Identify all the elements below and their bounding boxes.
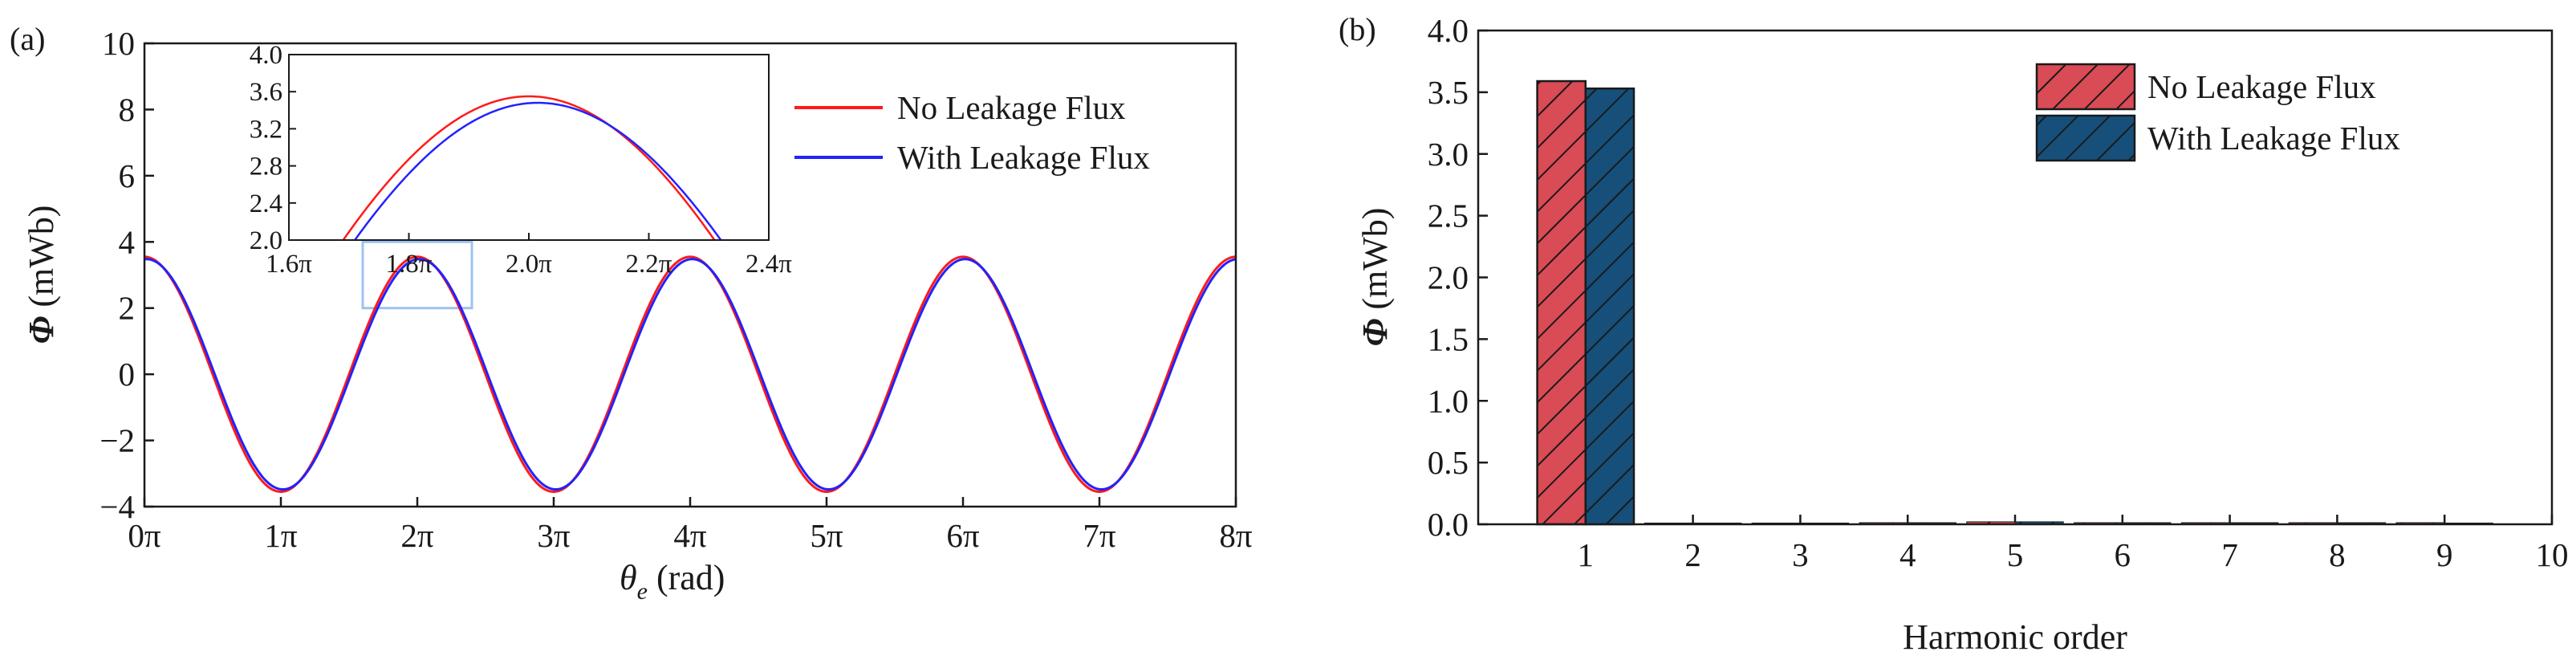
inset-series-with-leakage	[353, 101, 722, 240]
chart-b-ytick-label: 0.5	[1428, 444, 1469, 481]
inset-ytick-label: 2.0	[250, 226, 282, 255]
chart-a-xtick-label: 6π	[946, 517, 980, 554]
chart-b-ytick-label: 2.0	[1428, 259, 1469, 296]
bar-no-leakage-h1	[1536, 79, 1587, 526]
legend-a-with-leakage-label: With Leakage Flux	[897, 139, 1150, 176]
chart-a-zoom-region	[361, 240, 473, 310]
chart-b-xtick-label: 1	[1578, 536, 1595, 573]
chart-b-ylabel-unit: (mWb)	[1355, 208, 1395, 319]
inset-ytick-label: 4.0	[250, 41, 282, 70]
inset-ytick-label: 3.6	[250, 78, 282, 107]
chart-a-xtick-label: 4π	[673, 517, 707, 554]
chart-a-ytick-label: 2	[119, 290, 136, 327]
chart-a-ytick-label: −2	[100, 422, 135, 459]
inset-xtick-label: 1.8π	[386, 250, 433, 279]
chart-b: 1 2 3 4 5 6 7 8 9 10 0.0 0.5 1.0 1.5 2.0 2.5 3.0 3.5 4.0 H…	[1355, 12, 2569, 657]
chart-a-xtick-label: 2π	[400, 517, 434, 554]
inset-series	[342, 95, 722, 240]
chart-a-tick-labels: 0π 1π 2π 3π 4π 5π 6π 7π 8π −4 −2 0 2 4 6 8 10	[100, 25, 1253, 554]
chart-b-xtick-label: 4	[1899, 536, 1916, 573]
inset-frame	[288, 54, 770, 241]
chart-a-xlabel-subscript: e	[637, 578, 648, 605]
chart-a-ytick-label: 6	[119, 157, 136, 194]
chart-a-zoom-box	[361, 240, 473, 310]
chart-b-xtick-label: 10	[2536, 536, 2569, 573]
chart-b-xtick-label: 9	[2436, 536, 2453, 573]
chart-b-xtick-label: 7	[2221, 536, 2238, 573]
chart-b-ytick-label: 3.5	[1428, 74, 1469, 111]
series-a-with-leakage	[144, 258, 1236, 491]
legend-b-no-leakage-label: No Leakage Flux	[2147, 68, 2376, 105]
chart-a-ytick-label: −4	[100, 488, 135, 525]
inset-ytick-label: 2.4	[250, 189, 282, 218]
chart-b-xtick-label: 2	[1684, 536, 1701, 573]
panel-label-b: (b)	[1339, 11, 1376, 47]
chart-a-xtick-label: 1π	[264, 517, 298, 554]
legend-a-no-leakage-label: No Leakage Flux	[897, 89, 1126, 126]
chart-a-xtick-label: 3π	[537, 517, 571, 554]
legend-b-with-leakage-label: With Leakage Flux	[2147, 120, 2400, 157]
chart-a-ytick-label: 0	[119, 356, 136, 393]
inset-background	[289, 55, 769, 240]
chart-a-xlabel-unit: (rad)	[648, 558, 725, 597]
chart-a-legend: No Leakage Flux With Leakage Flux	[794, 89, 1150, 176]
chart-b-ytick-label: 1.0	[1428, 382, 1469, 419]
chart-b-xtick-label: 6	[2115, 536, 2131, 573]
inset-tick-labels: 1.6π 1.8π 2.0π 2.2π 2.4π 2.0 2.4 2.8 3.2 3.6 4.0	[250, 41, 793, 279]
chart-a-inset: 1.6π 1.8π 2.0π 2.2π 2.4π 2.0 2.4 2.8 3.2 3.6 4.0	[250, 41, 793, 279]
chart-a-series	[144, 255, 1236, 493]
chart-a-plot-frame	[143, 42, 1237, 508]
chart-b-legend: No Leakage Flux With Leakage Flux	[2035, 63, 2400, 162]
inset-ytick-label: 2.8	[250, 153, 282, 181]
panel-label-a: (a)	[10, 21, 45, 57]
legend-b-no-leakage-swatch	[2035, 63, 2136, 111]
chart-b-ytick-label: 0.0	[1428, 506, 1469, 543]
inset-series-no-leakage	[342, 95, 716, 240]
chart-b-xtick-label: 3	[1792, 536, 1809, 573]
chart-a-xtick-label: 0π	[128, 517, 161, 554]
inset-xtick-label: 2.0π	[506, 250, 552, 279]
chart-b-xlabel: Harmonic order	[1903, 617, 2127, 657]
chart-a: 0π 1π 2π 3π 4π 5π 6π 7π 8π −4 −2 0 2 4 6 8 10 θe (rad) Φ…	[22, 25, 1253, 605]
chart-a-xlabel-symbol: θ	[620, 558, 637, 597]
bar-with-leakage-h1	[1584, 88, 1635, 526]
chart-a-xtick-label: 7π	[1083, 517, 1116, 554]
chart-b-ylabel-symbol: Φ	[1355, 318, 1395, 346]
chart-a-xtick-label: 5π	[810, 517, 843, 554]
chart-a-xlabel: θe (rad)	[620, 558, 725, 605]
chart-a-ylabel-unit: (mWb)	[22, 206, 61, 316]
chart-b-ytick-label: 1.5	[1428, 320, 1469, 357]
chart-b-ytick-label: 2.5	[1428, 198, 1469, 234]
chart-a-ytick-label: 10	[102, 25, 135, 62]
chart-b-tick-labels: 1 2 3 4 5 6 7 8 9 10 0.0 0.5 1.0 1.5 2.0 2.5 3.0 3.5 4.0	[1428, 12, 2569, 573]
chart-a-ytick-label: 4	[119, 223, 136, 260]
chart-b-xtick-label: 5	[2007, 536, 2024, 573]
chart-a-xtick-label: 8π	[1219, 517, 1253, 554]
chart-b-ytick-label: 3.0	[1428, 136, 1469, 173]
chart-a-ytick-label: 8	[119, 91, 136, 128]
chart-b-xtick-label: 8	[2329, 536, 2346, 573]
chart-b-ticks	[1478, 29, 2554, 526]
inset-xtick-label: 2.4π	[746, 250, 792, 279]
legend-b-with-leakage-swatch	[2035, 114, 2136, 162]
chart-a-ylabel-symbol: Φ	[22, 316, 61, 344]
series-a-no-leakage	[144, 255, 1236, 493]
inset-ytick-label: 3.2	[250, 115, 282, 144]
chart-a-ylabel: Φ (mWb)	[22, 206, 61, 344]
inset-xtick-label: 1.6π	[266, 250, 312, 279]
chart-b-ylabel: Φ (mWb)	[1355, 208, 1395, 347]
chart-b-ytick-label: 4.0	[1428, 12, 1469, 49]
inset-xtick-label: 2.2π	[626, 250, 672, 279]
chart-b-plot-frame	[1477, 29, 2554, 526]
